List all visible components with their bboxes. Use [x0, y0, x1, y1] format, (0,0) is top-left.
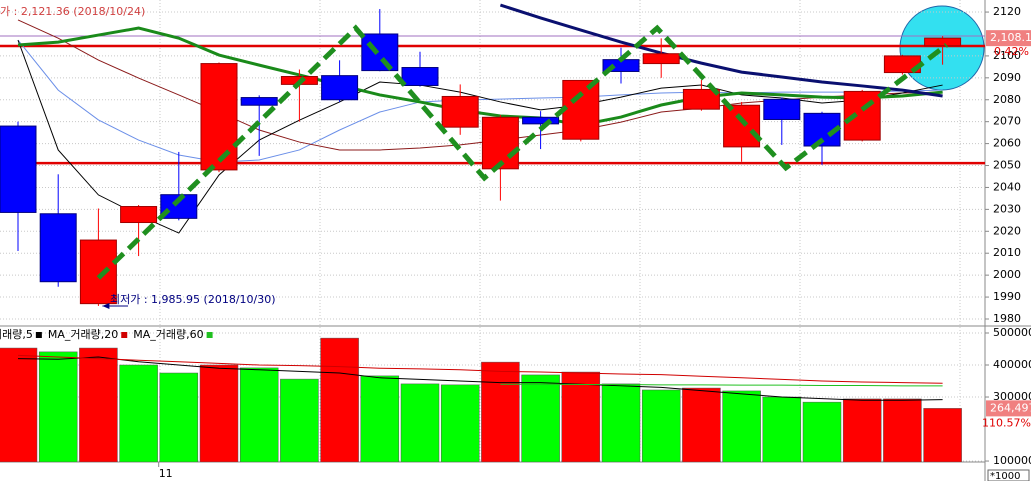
y-tick-label: 300000	[993, 390, 1031, 403]
volume-bar	[280, 378, 319, 462]
candle-body	[120, 206, 158, 224]
volume-average	[17, 354, 943, 384]
candle-body	[401, 67, 439, 87]
y-tick-label: 2010	[993, 246, 1021, 259]
volume-bar	[802, 401, 842, 462]
volume-bar	[481, 361, 520, 462]
y-tick-label: 1980	[993, 312, 1021, 325]
y-tick-label: 2030	[993, 202, 1021, 215]
volume-bar	[320, 337, 359, 462]
y-tick-label: 2070	[993, 115, 1021, 128]
candle-body	[924, 37, 962, 47]
y-tick-label: 100000	[993, 454, 1031, 467]
candle-body	[562, 79, 600, 140]
y-tick-label: 2080	[993, 93, 1021, 106]
candle-body	[763, 98, 801, 120]
volume-bar	[440, 384, 480, 462]
volume-bar	[119, 364, 158, 462]
legend-label: 거래량,5	[0, 328, 33, 341]
moving-average	[499, 3, 943, 98]
candle-body	[321, 75, 359, 101]
legend-swatch	[35, 332, 42, 338]
volume-bar	[79, 347, 118, 462]
y-tick-label: 2040	[993, 180, 1021, 193]
volume-bar	[561, 371, 601, 462]
low-label: 최저가 : 1,985.95 (2018/10/30)	[110, 293, 276, 306]
unit-label: *1000	[990, 471, 1020, 481]
last-price-box	[986, 30, 1031, 47]
y-tick-label: 2060	[993, 137, 1021, 150]
zigzag-line	[96, 24, 949, 280]
candle-body	[361, 33, 399, 72]
candle-body	[522, 116, 560, 125]
ratio-label: 110.57%	[982, 416, 1031, 429]
candle-body	[0, 125, 37, 213]
volume-bar	[762, 396, 802, 462]
x-tick-label: 11	[159, 467, 173, 480]
y-tick-label: 2000	[993, 268, 1021, 281]
y-tick-label: 2100	[993, 49, 1021, 62]
volume-bar	[682, 387, 721, 462]
candle-body	[200, 63, 238, 171]
volume-bar	[923, 408, 962, 462]
volume-average	[17, 356, 943, 401]
legend-label: MA_거래량,60	[133, 328, 203, 341]
y-tick-label: 2090	[993, 71, 1021, 84]
candle-body	[441, 95, 479, 128]
overlay: 1980 1990 2000 2010 2020 2030 2040 2050 2060 2070…	[0, 5, 1031, 481]
candle-body	[240, 97, 278, 106]
candle-body	[160, 194, 198, 219]
volume-bar	[199, 364, 239, 462]
last-volume-box	[986, 400, 1031, 417]
volume-panel	[0, 332, 985, 462]
volume-bar	[239, 367, 279, 462]
volume-bar	[0, 347, 38, 462]
candle-body	[79, 239, 117, 305]
volume-bar	[641, 389, 681, 462]
volume-bar	[883, 398, 922, 462]
legend-swatch	[121, 332, 128, 338]
moving-average	[17, 26, 943, 127]
y-tick-label: 500000	[993, 326, 1031, 339]
volume-bar	[38, 351, 78, 462]
y-tick-label: 2020	[993, 224, 1021, 237]
moving-average	[17, 39, 943, 163]
y-tick-label: 400000	[993, 358, 1031, 371]
volume-bar	[360, 375, 400, 462]
high-label: 가 : 2,121.36 (2018/10/24)	[0, 5, 145, 18]
y-tick-label: 2120	[993, 5, 1021, 18]
candle-body	[481, 116, 519, 170]
candle-body	[723, 104, 761, 148]
candle-body	[39, 213, 77, 283]
volume-bar	[722, 390, 761, 462]
volume-average	[500, 383, 943, 387]
low-arrowhead	[102, 302, 110, 309]
volume-bar	[400, 383, 440, 462]
volume-bar	[521, 374, 560, 462]
unit-box	[987, 469, 1030, 481]
legend-swatch	[206, 332, 213, 338]
volume-bar	[842, 398, 882, 462]
last-price-label: 2,108.1	[990, 31, 1031, 44]
volume-bar	[159, 372, 199, 462]
y-tick-label: 1990	[993, 290, 1021, 303]
volume-bar	[601, 383, 641, 462]
candle-body	[642, 53, 680, 65]
last-volume-label: 264,497	[990, 401, 1031, 414]
y-tick-label: 2050	[993, 159, 1021, 172]
candle-body	[843, 90, 881, 141]
legend-label: MA_거래량,20	[48, 328, 118, 341]
price-panel	[0, 3, 985, 320]
change-label: 0.42%	[994, 45, 1029, 58]
candle-body	[682, 88, 720, 110]
